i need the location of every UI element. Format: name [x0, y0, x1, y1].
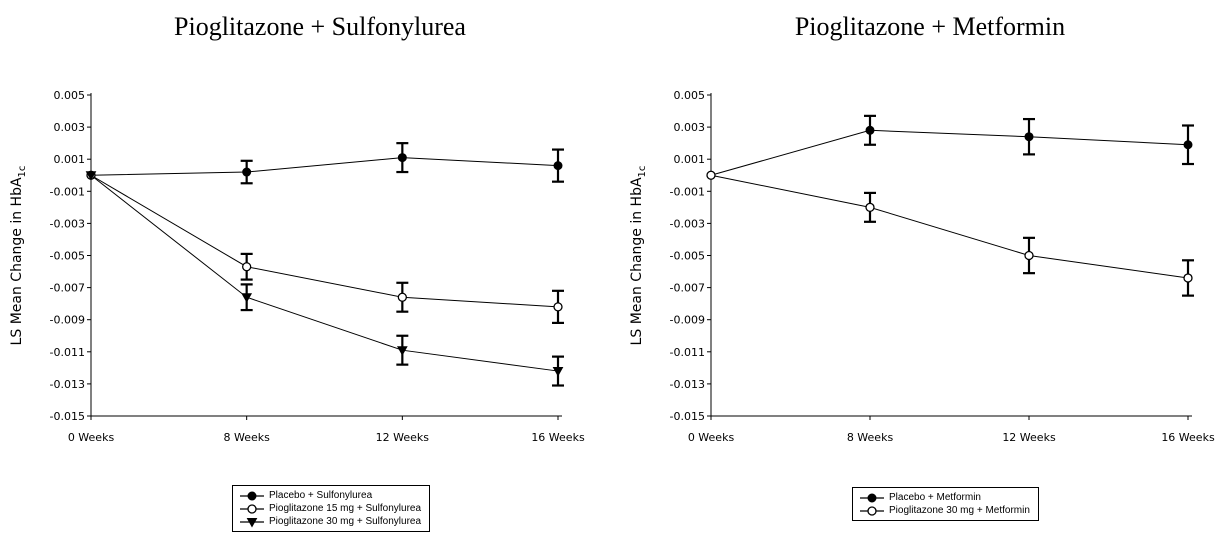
series-line — [90, 157, 559, 176]
legend-item: Placebo + Sulfonylurea — [239, 489, 421, 502]
chart-metformin: 0.005 0.003 0.001 -0.001 -0.003 -0.005 -0.007 -… — [629, 89, 1215, 444]
series-1 — [86, 142, 564, 185]
x-tick-label: 8 Weeks — [847, 431, 894, 444]
data-point — [865, 125, 875, 135]
data-point — [397, 292, 407, 302]
y-tick-label: -0.007 — [50, 282, 85, 295]
data-point — [553, 161, 563, 171]
data-point — [865, 202, 875, 213]
series-line — [90, 174, 559, 372]
chart-title-metformin: Pioglitazone + Metformin — [794, 12, 1066, 41]
x-tick-label: 16 Weeks — [1161, 431, 1215, 444]
legend-swatch — [860, 493, 884, 502]
y-tick-label: 0.005 — [674, 89, 706, 102]
chart-sulfonylurea: 0.005 0.003 0.001 -0.001 -0.003 -0.005 -0.007 -… — [9, 89, 585, 444]
y-tick-label: -0.003 — [50, 217, 85, 230]
legend-marker — [247, 503, 257, 514]
series-line — [710, 174, 1189, 279]
data-point — [242, 262, 252, 272]
legend-label: Pioglitazone 30 mg + Sulfonylurea — [269, 516, 422, 527]
x-tick-label: 0 Weeks — [688, 431, 735, 444]
series-line — [710, 129, 1189, 176]
legend-item: Pioglitazone 30 mg + Sulfonylurea — [239, 515, 421, 528]
data-point — [552, 367, 564, 377]
x-tick-label: 12 Weeks — [1002, 431, 1056, 444]
y-tick-label: 0.003 — [54, 121, 86, 134]
y-tick-label: 0.003 — [674, 121, 706, 134]
series-2 — [706, 170, 1194, 297]
y-tick-label: -0.011 — [670, 346, 705, 359]
series-1 — [706, 114, 1194, 180]
y-tick-label: -0.003 — [670, 217, 705, 230]
y-axis-label: LS Mean Change in HbA1c — [629, 166, 648, 346]
legend-label: Pioglitazone 15 mg + Sulfonylurea — [269, 503, 422, 514]
y-tick-label: -0.001 — [670, 185, 705, 198]
x-tick-label: 0 Weeks — [68, 431, 115, 444]
data-point — [553, 302, 563, 312]
y-tick-label: -0.009 — [50, 314, 85, 327]
legend-label: Placebo + Metformin — [889, 492, 981, 503]
data-point — [1183, 273, 1193, 283]
series-line — [90, 174, 559, 308]
x-tick-label: 16 Weeks — [531, 431, 585, 444]
data-point — [1024, 132, 1034, 142]
y-tick-label: -0.009 — [670, 314, 705, 327]
y-tick-label: -0.005 — [50, 250, 85, 263]
legend-swatch — [860, 505, 884, 516]
legend-swatch — [240, 491, 264, 500]
y-tick-label: 0.005 — [54, 89, 86, 102]
data-point — [241, 293, 253, 303]
y-axis-label: LS Mean Change in HbA1c — [9, 166, 28, 346]
legend-metformin: Placebo + Metformin Pioglitazone 30 mg + … — [852, 487, 1039, 521]
y-axis-label-subscript: 1c — [637, 166, 648, 178]
legend-marker — [247, 491, 257, 500]
legend-label: Placebo + Sulfonylurea — [269, 490, 373, 501]
legend-swatch — [240, 517, 264, 528]
legend-swatch — [240, 503, 264, 514]
y-tick-label: -0.013 — [670, 378, 705, 391]
data-point — [1024, 250, 1034, 261]
y-axis-label-main: LS Mean Change in HbA — [9, 177, 25, 345]
x-tick-label: 8 Weeks — [223, 431, 270, 444]
legend-item: Pioglitazone 15 mg + Sulfonylurea — [239, 502, 421, 515]
series-3 — [85, 171, 564, 387]
y-axis-label-main: LS Mean Change in HbA — [629, 177, 645, 345]
chart-title-sulfonylurea: Pioglitazone + Sulfonylurea — [174, 12, 466, 41]
y-tick-label: -0.015 — [670, 410, 705, 423]
x-tick-label: 12 Weeks — [376, 431, 430, 444]
legend-item: Pioglitazone 30 mg + Metformin — [859, 504, 1030, 517]
y-tick-label: 0.001 — [674, 153, 706, 166]
y-tick-label: 0.001 — [54, 153, 86, 166]
y-tick-label: -0.013 — [50, 378, 85, 391]
data-point — [396, 346, 408, 356]
y-tick-label: -0.011 — [50, 346, 85, 359]
data-point — [397, 153, 407, 163]
legend-sulfonylurea: Placebo + Sulfonylurea Pioglitazone 15 mg… — [232, 485, 431, 532]
y-tick-label: -0.001 — [50, 185, 85, 198]
data-point — [706, 170, 716, 180]
y-tick-label: -0.015 — [50, 410, 85, 423]
legend-marker — [867, 493, 877, 502]
data-point — [242, 167, 252, 177]
data-point — [85, 171, 97, 181]
series-2 — [86, 170, 564, 325]
y-tick-label: -0.005 — [670, 250, 705, 263]
y-axis-label-subscript: 1c — [17, 166, 28, 178]
legend-marker — [246, 517, 258, 528]
y-tick-label: -0.007 — [670, 282, 705, 295]
legend-item: Placebo + Metformin — [859, 491, 1030, 504]
legend-label: Pioglitazone 30 mg + Metformin — [889, 505, 1030, 516]
legend-marker — [867, 505, 877, 516]
data-point — [1183, 140, 1193, 150]
